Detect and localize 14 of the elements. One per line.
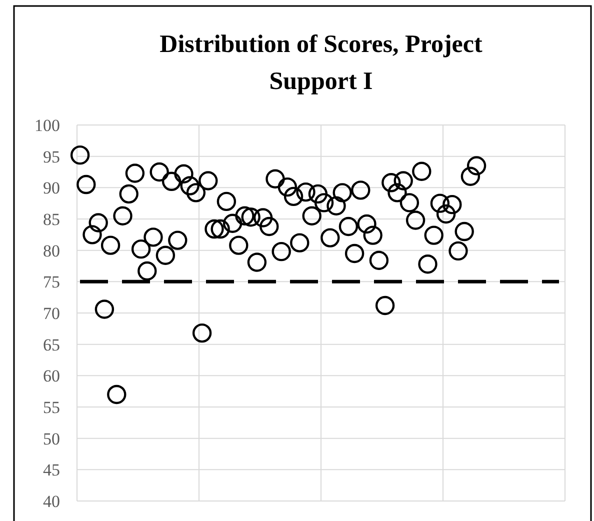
y-tick-label: 55: [43, 398, 60, 417]
y-tick-label: 95: [43, 147, 60, 166]
y-tick-label: 90: [43, 178, 60, 198]
chart-title: Distribution of Scores, Project Support I: [160, 31, 483, 95]
y-tick-label: 85: [43, 210, 60, 229]
y-tick-label: 70: [43, 304, 60, 323]
y-tick-label: 75: [43, 272, 60, 292]
y-tick-label: 45: [43, 460, 60, 480]
y-tick-label: 60: [43, 366, 60, 386]
y-tick-label: 65: [43, 335, 60, 354]
y-tick-label: 100: [34, 116, 60, 135]
y-tick-label: 50: [43, 429, 60, 448]
y-tick-label: 80: [43, 241, 60, 260]
y-tick-label: 40: [43, 492, 60, 511]
